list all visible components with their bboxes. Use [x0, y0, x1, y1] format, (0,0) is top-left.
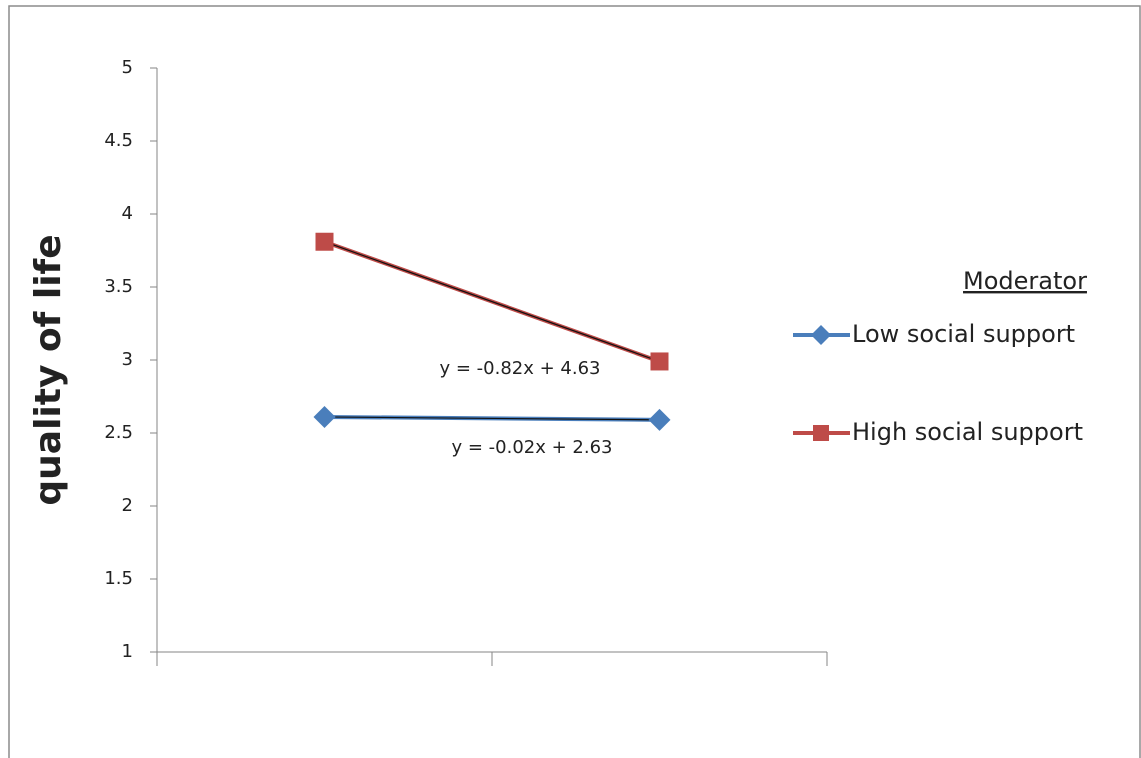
y-tick-label: 3	[122, 349, 133, 370]
chart-border	[9, 6, 1140, 758]
trendline-label: y = -0.82x + 4.63	[439, 358, 600, 379]
y-tick-label: 2.5	[104, 422, 133, 443]
marker	[813, 425, 829, 441]
y-tick-label: 1.5	[104, 568, 133, 589]
y-tick-label: 2	[122, 495, 133, 516]
marker	[316, 233, 334, 251]
chart: quality of life Moderator 1 1.5 2 2.5 3 3.5 4 4…	[0, 0, 1141, 758]
marker	[651, 352, 669, 370]
legend-label: High social support	[852, 418, 1083, 446]
legend-title: Moderator	[963, 267, 1087, 295]
legend-label: Low social support	[852, 320, 1075, 348]
y-axis-label: quality of life	[28, 234, 69, 505]
y-tick-label: 1	[122, 641, 133, 662]
y-tick-label: 4.5	[104, 130, 133, 151]
y-tick-label: 3.5	[104, 276, 133, 297]
y-tick-label: 5	[122, 57, 133, 78]
y-tick-label: 4	[122, 203, 133, 224]
trendline-label: y = -0.02x + 2.63	[451, 437, 612, 458]
